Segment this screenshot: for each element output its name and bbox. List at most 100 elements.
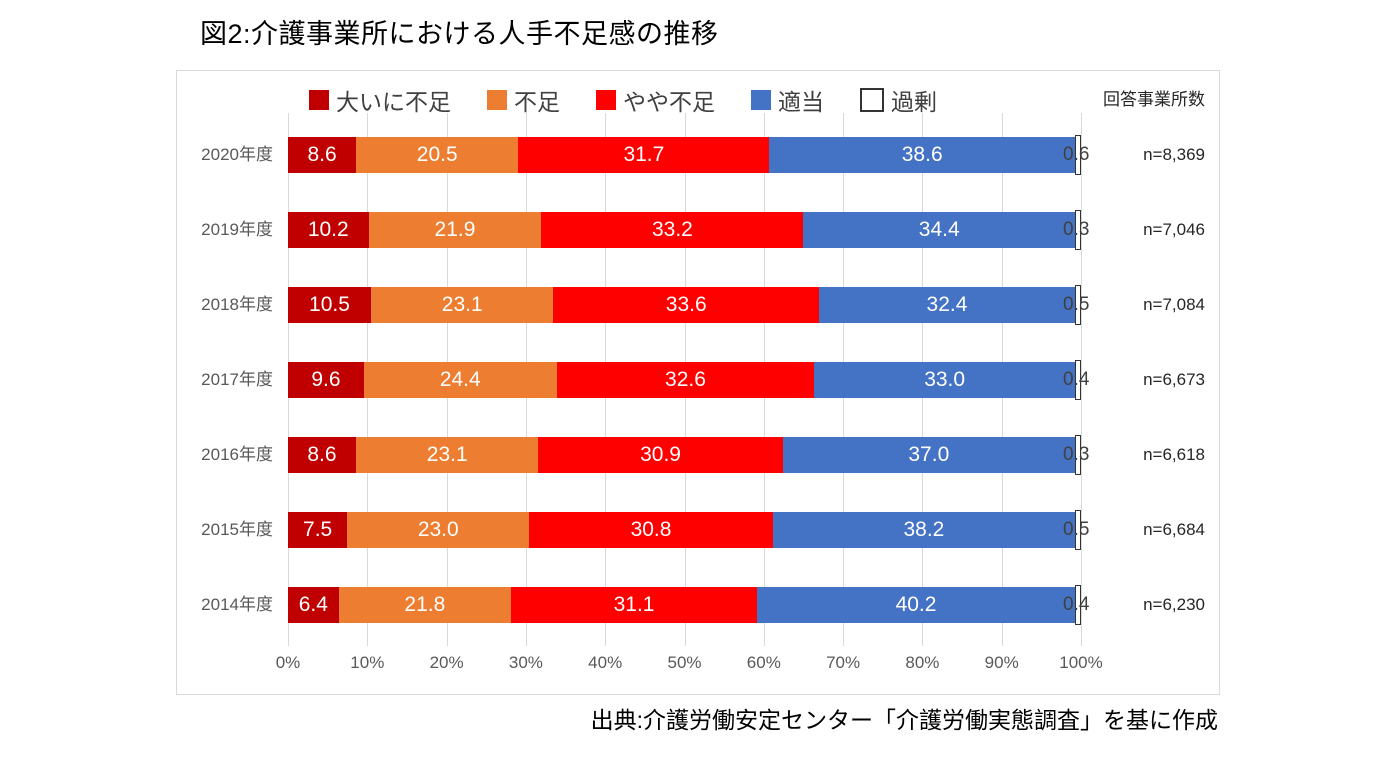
segment-adequate: 37.0	[782, 437, 1075, 473]
category-label-2014年度: 2014年度	[201, 595, 273, 614]
segment-adequate: 38.6	[769, 137, 1075, 173]
legend-label-severe-shortage: 大いに不足	[336, 89, 451, 115]
segment-surplus	[1075, 585, 1081, 625]
segment-severe-shortage: 10.2	[288, 212, 369, 248]
legend-label-adequate: 適当	[778, 89, 824, 115]
value-label-surplus: 0.5	[1063, 519, 1090, 540]
segment-surplus	[1075, 360, 1081, 400]
value-label-surplus: 0.6	[1063, 144, 1090, 165]
value-label-shortage: 23.1	[441, 293, 483, 316]
bar-stack-2017年度: 9.6 24.4 32.6 33.0	[288, 360, 1081, 400]
segment-shortage: 23.1	[370, 287, 554, 323]
value-label-surplus: 0.3	[1063, 444, 1090, 465]
value-label-shortage: 23.0	[417, 518, 459, 541]
segment-slight-shortage: 30.9	[538, 437, 783, 473]
n-count-label: n=6,230	[1143, 595, 1205, 614]
category-label-2017年度: 2017年度	[201, 370, 273, 389]
value-label-severe-shortage: 8.6	[307, 143, 337, 166]
bar-row-2015年度: 2015年度 7.5 23.0 30.8 38.2 0.5 n=6,684	[177, 510, 1219, 550]
value-label-slight-shortage: 31.1	[613, 593, 655, 616]
value-label-severe-shortage: 7.5	[303, 518, 333, 541]
value-label-adequate: 40.2	[895, 593, 937, 616]
value-label-shortage: 21.8	[404, 593, 446, 616]
segment-shortage: 20.5	[356, 137, 519, 173]
segment-severe-shortage: 10.5	[288, 287, 371, 323]
value-label-adequate: 38.6	[901, 143, 943, 166]
segment-shortage: 23.0	[347, 512, 530, 548]
category-label-2020年度: 2020年度	[201, 145, 273, 164]
value-label-shortage: 20.5	[416, 143, 458, 166]
category-label-2015年度: 2015年度	[201, 520, 273, 539]
segment-slight-shortage: 31.1	[511, 587, 758, 623]
source-note: 出典:介護労働安定センター「介護労働実態調査」を基に作成	[590, 707, 1218, 733]
bar-stack-2019年度: 10.2 21.9 33.2 34.4	[288, 210, 1082, 250]
value-label-severe-shortage: 9.6	[311, 368, 341, 391]
value-label-surplus: 0.3	[1063, 219, 1090, 240]
x-tick-30%: 30%	[508, 653, 543, 672]
segment-severe-shortage: 8.6	[288, 137, 357, 173]
segment-shortage: 21.8	[338, 587, 512, 623]
category-label-2018年度: 2018年度	[201, 295, 273, 314]
bar-stack-2015年度: 7.5 23.0 30.8 38.2	[288, 510, 1081, 550]
segment-surplus	[1075, 285, 1081, 325]
bar-row-2018年度: 2018年度 10.5 23.1 33.6 32.4 0.5 n=7,084	[177, 285, 1219, 325]
segment-severe-shortage: 8.6	[288, 437, 356, 473]
segment-slight-shortage: 31.7	[518, 137, 770, 173]
segment-severe-shortage: 9.6	[288, 362, 364, 398]
x-tick-20%: 20%	[429, 653, 464, 672]
value-label-severe-shortage: 10.5	[309, 293, 350, 316]
x-tick-60%: 60%	[746, 653, 781, 672]
segment-slight-shortage: 33.2	[541, 212, 804, 248]
value-label-slight-shortage: 30.9	[640, 443, 681, 466]
segment-adequate: 33.0	[814, 362, 1075, 398]
legend-label-slight-shortage: やや不足	[623, 89, 715, 115]
legend-item-severe-shortage: 大いに不足	[309, 83, 451, 117]
category-label-2019年度: 2019年度	[201, 220, 273, 239]
value-label-slight-shortage: 31.7	[623, 143, 665, 166]
x-tick-100%: 100%	[1059, 653, 1103, 672]
segment-slight-shortage: 32.6	[556, 362, 815, 398]
segment-adequate: 40.2	[757, 587, 1075, 623]
segment-severe-shortage: 7.5	[288, 512, 348, 548]
category-label-2016年度: 2016年度	[201, 445, 273, 464]
segment-surplus	[1075, 135, 1081, 175]
x-tick-80%: 80%	[905, 653, 940, 672]
x-tick-70%: 70%	[826, 653, 861, 672]
x-tick-50%: 50%	[667, 653, 702, 672]
bar-stack-2018年度: 10.5 23.1 33.6 32.4	[288, 285, 1081, 325]
value-label-slight-shortage: 33.2	[651, 218, 693, 241]
segment-adequate: 34.4	[803, 212, 1076, 248]
value-label-shortage: 21.9	[434, 218, 476, 241]
bar-row-2019年度: 2019年度 10.2 21.9 33.2 34.4 0.3 n=7,046	[177, 210, 1219, 250]
n-count-label: n=7,084	[1143, 295, 1205, 314]
segment-shortage: 21.9	[368, 212, 542, 248]
value-label-severe-shortage: 6.4	[298, 593, 328, 616]
segment-shortage: 24.4	[363, 362, 557, 398]
x-tick-0%: 0%	[275, 653, 301, 672]
segment-slight-shortage: 30.8	[529, 512, 773, 548]
legend-item-shortage: 不足	[487, 83, 560, 117]
n-count-label: n=6,673	[1143, 370, 1205, 389]
legend-label-surplus: 過剰	[891, 89, 937, 115]
x-tick-90%: 90%	[984, 653, 1019, 672]
bar-stack-2016年度: 8.6 23.1 30.9 37.0	[288, 435, 1081, 475]
segment-surplus	[1074, 510, 1081, 550]
segment-shortage: 23.1	[355, 437, 539, 473]
segment-adequate: 38.2	[772, 512, 1075, 548]
value-label-adequate: 37.0	[908, 443, 950, 466]
n-header-label: 回答事業所数	[1103, 90, 1205, 109]
legend-item-adequate: 適当	[751, 83, 824, 117]
n-count-label: n=6,618	[1143, 445, 1205, 464]
legend-swatch-shortage-icon	[487, 90, 507, 110]
n-count-label: n=7,046	[1143, 220, 1205, 239]
chart-frame: 大いに不足 不足 やや不足 適当 過剰 回答事業所数 0% 10% 20% 30% 40% 50%…	[176, 70, 1220, 695]
legend-swatch-adequate-icon	[751, 90, 771, 110]
legend-swatch-slight-shortage-icon	[596, 90, 616, 110]
value-label-surplus: 0.4	[1063, 369, 1090, 390]
legend-item-surplus: 過剰	[860, 83, 937, 117]
gridline-100%	[1081, 113, 1082, 646]
value-label-severe-shortage: 8.6	[307, 443, 337, 466]
value-label-adequate: 32.4	[926, 293, 968, 316]
segment-slight-shortage: 33.6	[553, 287, 819, 323]
value-label-surplus: 0.4	[1063, 594, 1090, 615]
